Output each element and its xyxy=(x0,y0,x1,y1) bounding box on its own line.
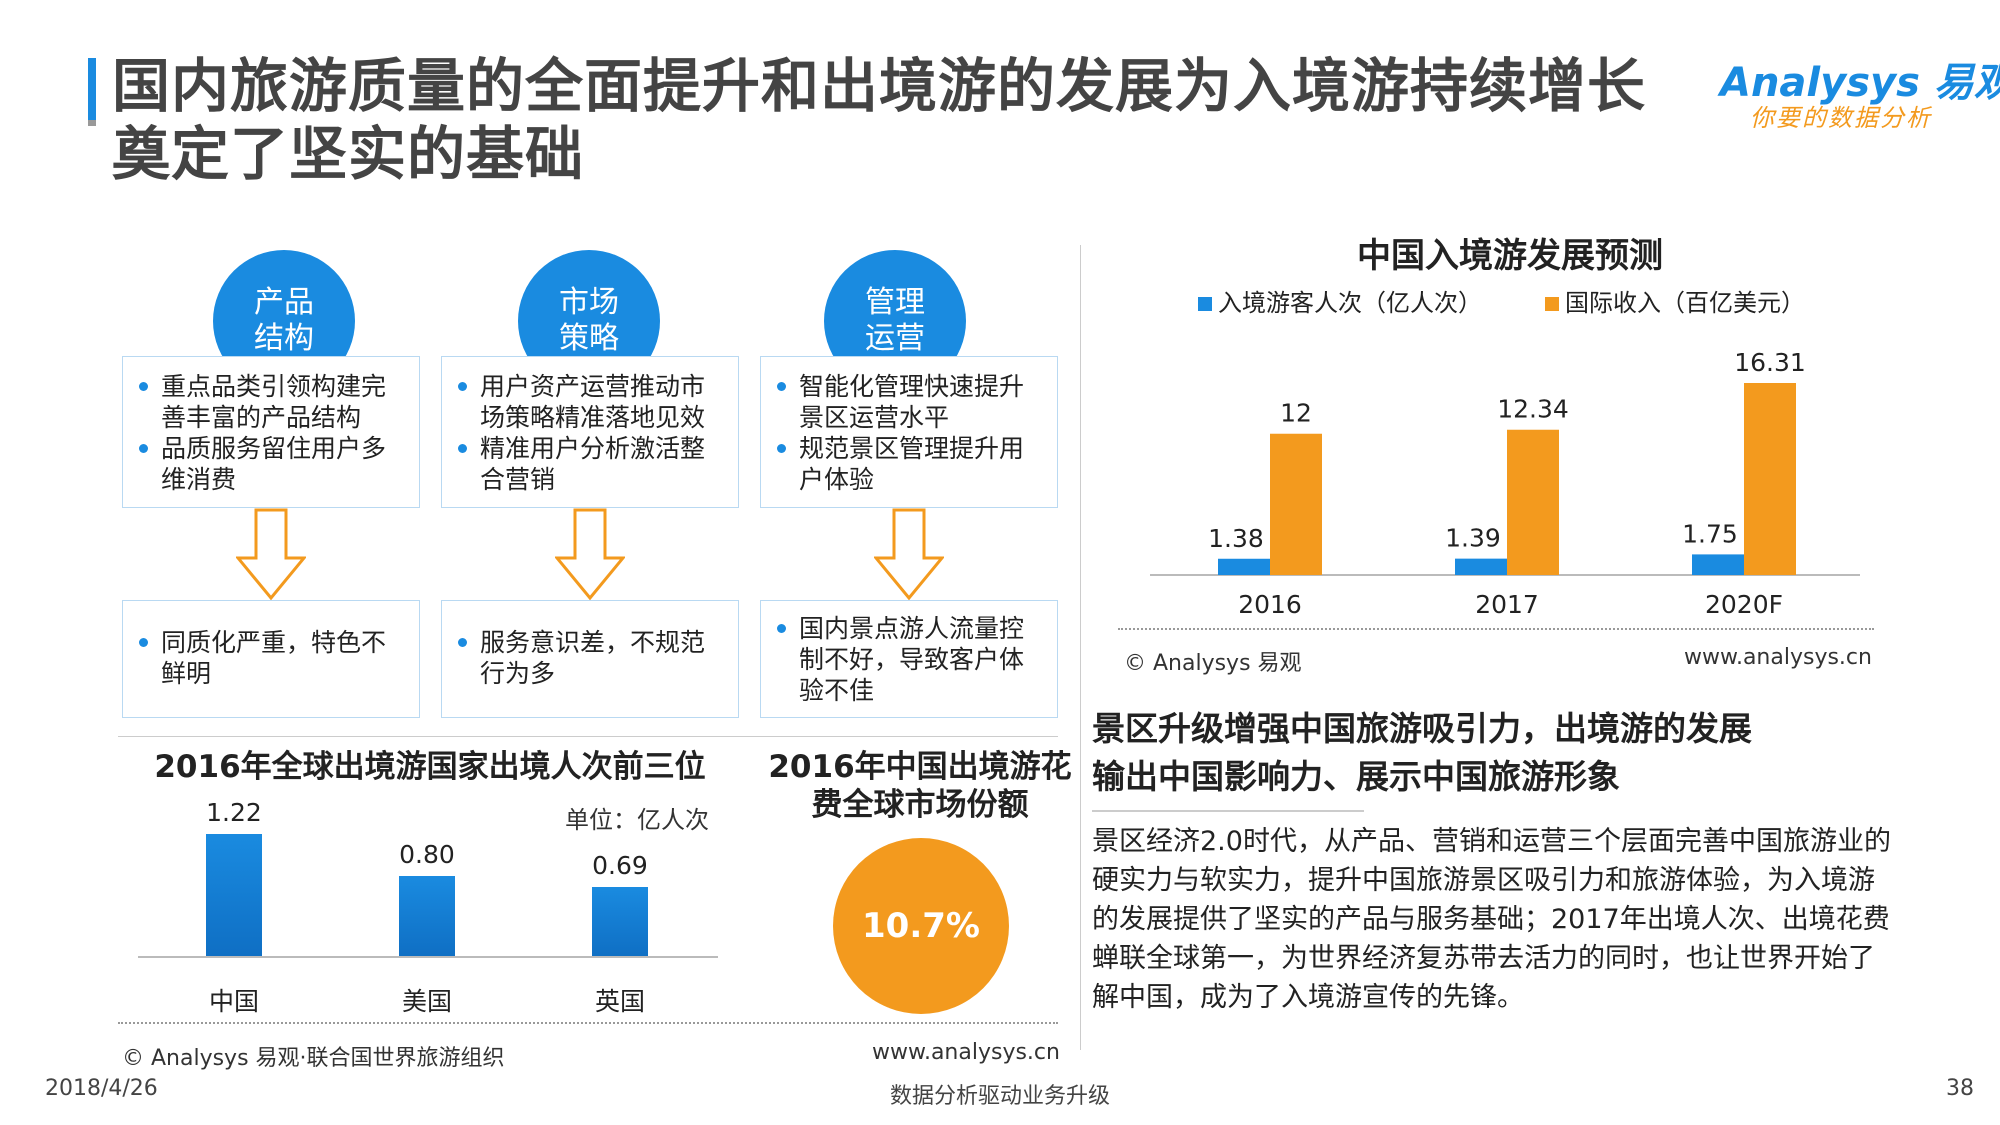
pillar-point: 用户资产运营推动市场策略精准落地见效 xyxy=(456,371,728,433)
section-divider xyxy=(118,736,1058,737)
right-chart-category-label: 2017 xyxy=(1475,590,1539,619)
pillar-box-market: 用户资产运营推动市场策略精准落地见效 精准用户分析激活整合营销 xyxy=(441,356,739,508)
left-chart-bar xyxy=(206,834,262,956)
left-chart-category-label: 中国 xyxy=(208,987,259,1016)
left-chart-value-label: 0.69 xyxy=(592,851,648,880)
conclusion-text: 景区经济2.0时代，从产品、营销和运营三个层面完善中国旅游业的硬实力与软实力，提… xyxy=(1092,826,1891,1013)
legend-swatch xyxy=(1198,297,1212,311)
down-arrow-icon xyxy=(236,508,306,600)
right-chart-category-label: 2020F xyxy=(1705,590,1783,619)
conclusion-title-line2: 输出中国影响力、展示中国旅游形象 xyxy=(1092,757,1620,796)
right-chart-value-label: 12.34 xyxy=(1497,395,1569,424)
conclusion-title-line1: 景区升级增强中国旅游吸引力，出境游的发展 xyxy=(1092,709,1752,748)
right-bar-chart: 入境游客人次（亿人次） 国际收入（百亿美元） 1.38 12 2016 1.39 12.34… xyxy=(1150,289,1860,619)
title-accent-bar-gray xyxy=(88,120,96,126)
left-chart-bar xyxy=(399,876,455,956)
left-chart-value-label: 1.22 xyxy=(206,798,262,827)
logo-main-text: Analysys 易观 xyxy=(1720,60,2000,106)
right-chart-bar xyxy=(1218,558,1270,575)
pillar-point: 品质服务留住用户多维消费 xyxy=(137,433,409,495)
share-value-circle: 10.7% xyxy=(833,838,1009,1014)
right-chart-value-label: 1.39 xyxy=(1445,524,1501,553)
share-title: 2016年中国出境游花费全球市场份额 xyxy=(768,749,1072,823)
right-chart-title: 中国入境游发展预测 xyxy=(1357,236,1663,276)
left-chart-bar xyxy=(592,887,648,956)
dotted-divider-right xyxy=(1118,628,1874,630)
page-title: 国内旅游质量的全面提升和出境游的发展为入境游持续增长 奠定了坚实的基础 xyxy=(112,52,1646,188)
left-source-url: www.analysys.cn xyxy=(872,1040,1060,1065)
analysys-logo: Analysys 易观 你要的数据分析 xyxy=(1720,50,2000,132)
footer-slogan: 数据分析驱动业务升级 xyxy=(890,1084,1111,1109)
left-chart-axis xyxy=(138,956,718,958)
right-chart-bar xyxy=(1270,433,1322,575)
vertical-divider xyxy=(1080,245,1081,1050)
right-chart-category-label: 2016 xyxy=(1238,590,1302,619)
problem-box-management: 国内景点游人流量控制不好，导致客户体验不佳 xyxy=(760,600,1058,718)
logo-sub-text: 你要的数据分析 xyxy=(1750,104,1932,132)
left-chart-title: 2016年全球出境游国家出境人次前三位 xyxy=(154,749,706,785)
pillar-box-product: 重点品类引领构建完善丰富的产品结构 品质服务留住用户多维消费 xyxy=(122,356,420,508)
left-chart-category-label: 英国 xyxy=(594,987,645,1016)
pillar-point: 规范景区管理提升用户体验 xyxy=(775,433,1047,495)
down-arrow-icon xyxy=(555,508,625,600)
left-chart-unit: 单位：亿人次 xyxy=(565,806,709,834)
legend-label: 入境游客人次（亿人次） xyxy=(1218,289,1482,317)
right-source-url: www.analysys.cn xyxy=(1684,645,1872,670)
dotted-divider xyxy=(118,1022,1058,1024)
down-arrow-icon xyxy=(874,508,944,600)
title-accent-bar xyxy=(88,58,96,120)
right-chart-bar xyxy=(1744,383,1796,575)
right-chart-value-label: 1.38 xyxy=(1208,524,1264,553)
right-chart-value-label: 1.75 xyxy=(1682,519,1738,548)
problem-text: 服务意识差，不规范行为多 xyxy=(456,627,728,689)
right-chart-value-label: 12 xyxy=(1280,399,1312,428)
right-chart-bar xyxy=(1692,554,1744,575)
footer-date: 2018/4/26 xyxy=(45,1076,158,1101)
pillar-box-management: 智能化管理快速提升景区运营水平 规范景区管理提升用户体验 xyxy=(760,356,1058,508)
pillar-point: 精准用户分析激活整合营销 xyxy=(456,433,728,495)
legend-label: 国际收入（百亿美元） xyxy=(1565,289,1805,317)
problem-box-market: 服务意识差，不规范行为多 xyxy=(441,600,739,718)
page-title-line1: 国内旅游质量的全面提升和出境游的发展为入境游持续增长 xyxy=(112,52,1647,120)
right-chart-value-label: 16.31 xyxy=(1734,348,1806,377)
problem-box-product: 同质化严重，特色不鲜明 xyxy=(122,600,420,718)
left-source-copyright: © Analysys 易观·联合国世界旅游组织 xyxy=(122,1046,505,1071)
right-source-copyright: © Analysys 易观 xyxy=(1124,651,1302,676)
legend-swatch xyxy=(1545,297,1559,311)
right-chart-bar xyxy=(1507,429,1559,575)
conclusion-title: 景区升级增强中国旅游吸引力，出境游的发展 输出中国影响力、展示中国旅游形象 xyxy=(1092,705,1752,801)
pillar-point: 智能化管理快速提升景区运营水平 xyxy=(775,371,1047,433)
left-chart-value-label: 0.80 xyxy=(399,840,455,869)
problem-text: 同质化严重，特色不鲜明 xyxy=(137,627,409,689)
pillar-point: 重点品类引领构建完善丰富的产品结构 xyxy=(137,371,409,433)
footer-page-number: 38 xyxy=(1946,1076,1974,1101)
conclusion-underline xyxy=(1092,810,1364,812)
right-chart-bar xyxy=(1455,558,1507,575)
left-chart-category-label: 美国 xyxy=(401,987,452,1016)
problem-text: 国内景点游人流量控制不好，导致客户体验不佳 xyxy=(775,613,1047,706)
page-title-line2: 奠定了坚实的基础 xyxy=(112,120,585,188)
